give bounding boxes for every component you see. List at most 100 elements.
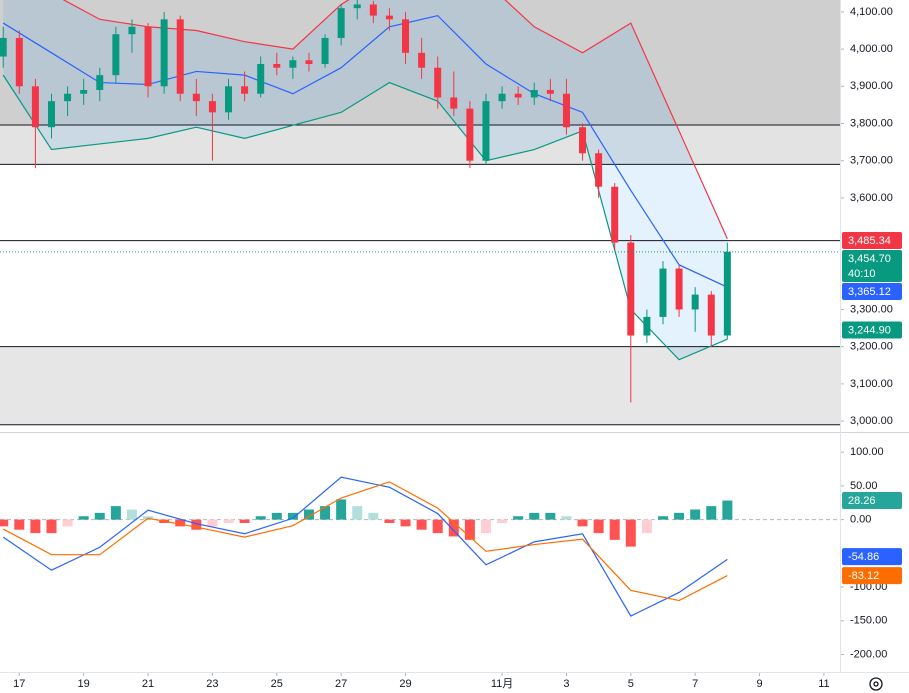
- y-tick-label: 3,100.00: [850, 378, 893, 390]
- axes: 3,000.00 3,100.00 3,200.00 3,300.00 3,600.00…: [13, 6, 902, 690]
- histogram-bar: [400, 519, 411, 527]
- histogram-bar: [480, 519, 491, 534]
- price-tag-label: 3,244.90: [848, 324, 891, 336]
- x-tick-label: 17: [13, 678, 25, 690]
- histogram-bar: [416, 519, 427, 530]
- candle-body: [321, 37, 329, 64]
- candle-body: [31, 86, 39, 128]
- price-pane: [0, 0, 840, 426]
- candle-body: [530, 90, 538, 98]
- histogram-bar: [255, 516, 266, 520]
- histogram-bar: [110, 506, 121, 520]
- histogram-bar: [368, 512, 379, 520]
- candle-body: [353, 4, 361, 9]
- histogram-bar: [722, 500, 733, 520]
- candle-body: [369, 4, 377, 16]
- candle-body: [482, 101, 490, 161]
- candle-body: [337, 8, 345, 38]
- histogram-bar: [593, 519, 604, 534]
- candle-body: [15, 37, 23, 87]
- zone: [0, 346, 840, 425]
- candle-body: [208, 101, 216, 113]
- histogram-bar: [207, 519, 218, 527]
- histogram-bar: [303, 509, 314, 520]
- histogram-bar: [46, 519, 57, 534]
- candle-body: [128, 26, 136, 35]
- y-tick-label: 4,100.00: [850, 6, 893, 18]
- zone: [0, 124, 840, 165]
- candle-body: [0, 37, 7, 57]
- candle-body: [514, 93, 522, 98]
- y-tick-label: 3,200.00: [850, 341, 893, 353]
- candle-body: [643, 316, 651, 336]
- candle-body: [289, 60, 297, 68]
- histogram-bar: [448, 519, 459, 537]
- histogram-bar: [175, 519, 186, 527]
- macd-line: [2, 476, 728, 617]
- histogram-bar: [706, 506, 717, 520]
- macd-pane: [0, 476, 840, 617]
- histogram-bar: [609, 519, 620, 540]
- band-fill: [3, 0, 728, 360]
- band-lower: [2, 74, 728, 361]
- candle-body: [176, 19, 184, 94]
- y-tick-label: 100.00: [850, 446, 884, 458]
- price-tag-label: 3,454.70: [848, 253, 891, 265]
- candle-body: [225, 86, 233, 113]
- candle-body: [595, 153, 603, 187]
- histogram-bar: [126, 509, 137, 520]
- histogram-bar: [352, 506, 363, 520]
- histogram-bar: [545, 512, 556, 520]
- candle-body: [611, 186, 619, 243]
- price-tag-label: 3,485.34: [848, 235, 891, 247]
- candle-body: [466, 108, 474, 161]
- candle-body: [241, 86, 249, 94]
- candle-body: [257, 63, 265, 94]
- price-tag: [842, 548, 902, 566]
- candle-body: [47, 101, 55, 128]
- x-tick-label: 11月: [491, 678, 513, 690]
- candle-body: [305, 60, 313, 64]
- y-tick-label: 50.00: [850, 480, 878, 492]
- histogram-bar: [464, 519, 475, 540]
- candle-body: [450, 97, 458, 109]
- histogram-bar: [271, 512, 282, 520]
- x-tick-label: 27: [335, 678, 347, 690]
- histogram-bar: [625, 519, 636, 547]
- histogram-bar: [384, 519, 395, 523]
- candle-body: [80, 90, 88, 94]
- settings-icon[interactable]: [869, 677, 883, 691]
- histogram-bar: [191, 519, 202, 530]
- x-tick-label: 9: [756, 678, 762, 690]
- histogram-bar: [30, 519, 41, 534]
- x-tick-label: 11: [818, 678, 829, 690]
- y-tick-label: 3,700.00: [850, 155, 893, 167]
- signal-line: [2, 481, 728, 602]
- x-tick-label: 7: [692, 678, 698, 690]
- histogram-bar: [287, 512, 298, 520]
- histogram-bar: [674, 512, 685, 520]
- candle-body: [627, 242, 635, 336]
- candle-body: [675, 268, 683, 310]
- histogram-bar: [561, 516, 572, 520]
- x-tick-label: 29: [399, 678, 411, 690]
- x-tick-label: 21: [142, 678, 154, 690]
- histogram-bar: [0, 519, 9, 527]
- histogram-bar: [14, 519, 25, 530]
- candle-body: [160, 19, 168, 87]
- histogram-bar: [497, 519, 508, 523]
- histogram-bar: [78, 516, 89, 520]
- candle-body: [579, 127, 587, 154]
- candle-body: [112, 34, 120, 76]
- y-tick-label: -150.00: [850, 615, 887, 627]
- histogram-bar: [577, 519, 588, 527]
- price-tag: [842, 321, 902, 339]
- histogram-bar: [641, 519, 652, 534]
- price-tag: [842, 283, 902, 301]
- price-tag: [842, 250, 902, 283]
- countdown: 40:10: [848, 268, 876, 280]
- histogram-bar: [94, 512, 105, 520]
- candle-body: [707, 294, 715, 336]
- histogram-bar: [513, 516, 524, 520]
